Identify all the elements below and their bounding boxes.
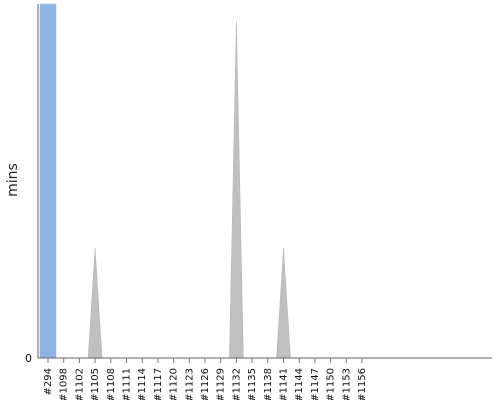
x-tick-label-1126: #1126 bbox=[200, 368, 211, 400]
x-tick-label-1135: #1135 bbox=[247, 368, 258, 400]
x-tick-label-1120: #1120 bbox=[169, 368, 180, 400]
x-tick-label-1117: #1117 bbox=[153, 368, 164, 400]
x-tick-label-1144: #1144 bbox=[294, 368, 305, 400]
spike-1132 bbox=[229, 21, 244, 359]
y-axis-label: mins bbox=[5, 163, 21, 197]
x-tick-label-1132: #1132 bbox=[231, 368, 242, 400]
x-tick-label-1123: #1123 bbox=[184, 368, 195, 400]
x-tick-label-1114: #1114 bbox=[137, 368, 148, 400]
spike-1141 bbox=[276, 248, 291, 359]
x-tick-label-1150: #1150 bbox=[326, 368, 337, 400]
x-tick-label-1138: #1138 bbox=[263, 368, 274, 400]
y-tick-label-0: 0 bbox=[25, 352, 32, 365]
x-tick-label-1153: #1153 bbox=[341, 368, 352, 400]
x-tick-label-294: #294 bbox=[43, 368, 54, 395]
x-tick-label-1102: #1102 bbox=[74, 368, 85, 400]
chart-axes: 0 #294 #1098 #1102 #1105 #1108 #1111 #1114 #1117… bbox=[25, 4, 492, 402]
x-tick-label-1105: #1105 bbox=[90, 368, 101, 400]
x-tick-label-1129: #1129 bbox=[216, 368, 227, 400]
chart-marks bbox=[39, 3, 291, 359]
x-tick-label-1147: #1147 bbox=[310, 368, 321, 400]
spike-1105 bbox=[87, 248, 103, 359]
x-tick-label-1108: #1108 bbox=[106, 368, 117, 400]
x-tick-label-1141: #1141 bbox=[279, 368, 290, 400]
x-tick-label-1098: #1098 bbox=[59, 368, 70, 400]
highlight-bar-294 bbox=[39, 3, 57, 359]
x-tick-label-1111: #1111 bbox=[122, 368, 133, 400]
x-tick-label-1156: #1156 bbox=[357, 368, 368, 400]
